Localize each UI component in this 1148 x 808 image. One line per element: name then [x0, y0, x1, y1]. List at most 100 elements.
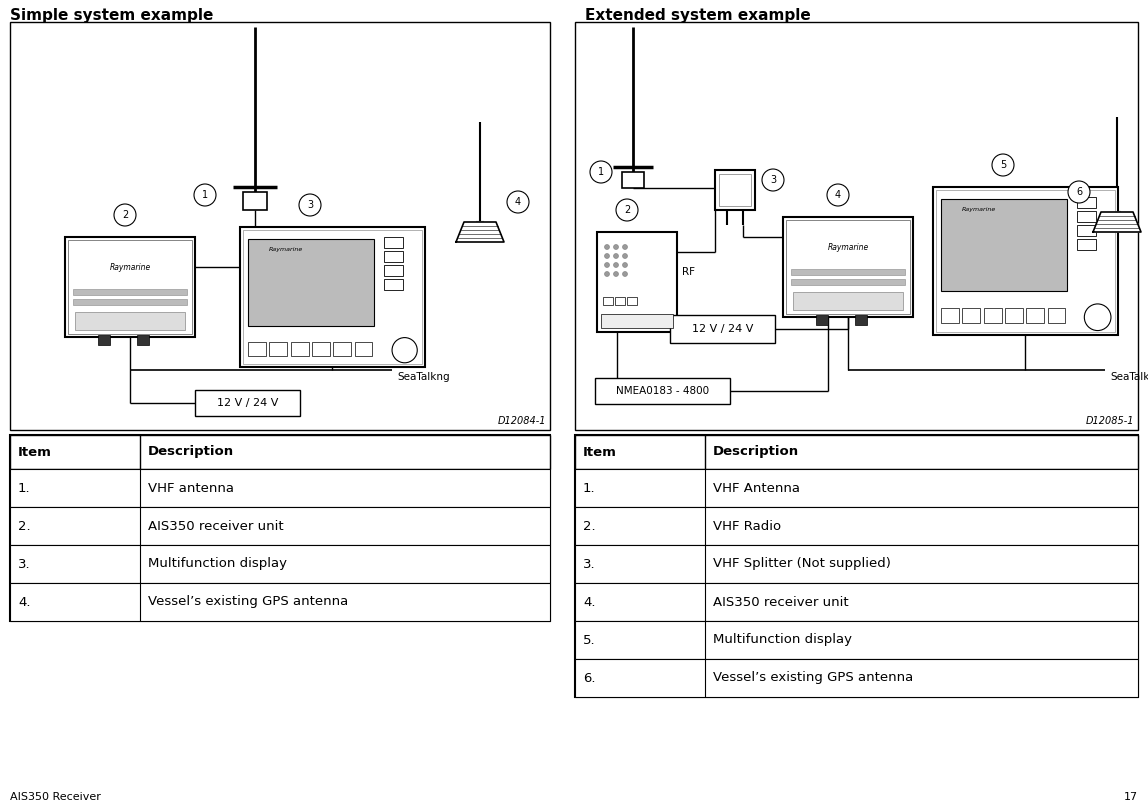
Circle shape: [613, 254, 619, 259]
Text: 1.: 1.: [18, 482, 31, 494]
Bar: [786, 220, 910, 314]
Bar: [816, 315, 828, 325]
Circle shape: [194, 184, 216, 206]
Text: 3.: 3.: [18, 558, 31, 570]
Circle shape: [622, 254, 628, 259]
Bar: [622, 172, 644, 188]
Bar: [575, 621, 1138, 659]
Text: D12084-1: D12084-1: [497, 416, 546, 426]
Bar: [333, 342, 351, 356]
Text: Multifunction display: Multifunction display: [148, 558, 287, 570]
Text: VHF antenna: VHF antenna: [148, 482, 234, 494]
Bar: [791, 279, 905, 285]
Bar: [575, 545, 1138, 583]
Polygon shape: [456, 222, 504, 242]
Circle shape: [605, 263, 610, 267]
Bar: [1047, 309, 1065, 323]
Bar: [715, 170, 755, 210]
Text: Raymarine: Raymarine: [962, 207, 995, 212]
Bar: [73, 299, 187, 305]
Text: VHF Antenna: VHF Antenna: [713, 482, 800, 494]
Circle shape: [613, 263, 619, 267]
Bar: [385, 279, 403, 290]
Bar: [575, 583, 1138, 621]
Text: 4.: 4.: [583, 595, 596, 608]
Text: Raymarine: Raymarine: [109, 263, 150, 271]
Text: Description: Description: [148, 445, 234, 458]
Text: 6.: 6.: [583, 671, 596, 684]
Circle shape: [613, 271, 619, 276]
Bar: [602, 314, 673, 328]
Bar: [1077, 197, 1096, 208]
Text: NMEA0183 - 4800: NMEA0183 - 4800: [616, 386, 709, 396]
Circle shape: [762, 169, 784, 191]
Bar: [575, 507, 1138, 545]
Circle shape: [622, 245, 628, 250]
Bar: [243, 192, 267, 210]
Text: 5.: 5.: [583, 633, 596, 646]
Text: 5: 5: [1000, 160, 1006, 170]
Bar: [575, 435, 1138, 469]
Circle shape: [622, 271, 628, 276]
Bar: [137, 335, 149, 345]
Text: SeaTalkng: SeaTalkng: [1110, 372, 1148, 382]
Circle shape: [507, 191, 529, 213]
Bar: [793, 292, 903, 310]
Bar: [1004, 309, 1023, 323]
Text: 1: 1: [202, 190, 208, 200]
Bar: [615, 297, 625, 305]
Bar: [10, 583, 550, 621]
Circle shape: [827, 184, 850, 206]
Text: AIS350 receiver unit: AIS350 receiver unit: [148, 520, 284, 532]
Bar: [98, 335, 110, 345]
Text: 17: 17: [1124, 792, 1138, 802]
Text: D12085-1: D12085-1: [1086, 416, 1134, 426]
Circle shape: [605, 254, 610, 259]
Text: 12 V / 24 V: 12 V / 24 V: [217, 398, 278, 408]
Text: Item: Item: [583, 445, 616, 458]
Bar: [936, 190, 1115, 332]
Circle shape: [622, 263, 628, 267]
Circle shape: [605, 245, 610, 250]
Circle shape: [114, 204, 135, 226]
Circle shape: [590, 161, 612, 183]
Text: 4: 4: [515, 197, 521, 207]
Circle shape: [1068, 181, 1089, 203]
Text: 3.: 3.: [583, 558, 596, 570]
Bar: [75, 312, 185, 330]
Bar: [855, 315, 867, 325]
Circle shape: [613, 245, 619, 250]
Bar: [355, 342, 372, 356]
Text: AIS350 Receiver: AIS350 Receiver: [10, 792, 101, 802]
Bar: [575, 659, 1138, 697]
Bar: [248, 239, 374, 326]
Bar: [984, 309, 1001, 323]
Bar: [603, 297, 613, 305]
Bar: [73, 289, 187, 295]
Polygon shape: [1093, 212, 1141, 232]
Text: 1.: 1.: [583, 482, 596, 494]
Text: 1: 1: [598, 167, 604, 177]
Circle shape: [393, 338, 417, 363]
Circle shape: [298, 194, 321, 216]
Bar: [719, 174, 751, 206]
Text: Raymarine: Raymarine: [828, 242, 869, 251]
Bar: [627, 297, 637, 305]
Bar: [783, 217, 913, 317]
Text: AIS350 receiver unit: AIS350 receiver unit: [713, 595, 848, 608]
Text: VHF Splitter (Not supplied): VHF Splitter (Not supplied): [713, 558, 891, 570]
Bar: [1026, 309, 1045, 323]
Text: RF: RF: [682, 267, 695, 277]
Bar: [312, 342, 329, 356]
Text: 6: 6: [1076, 187, 1083, 197]
Bar: [240, 227, 425, 367]
Bar: [941, 309, 959, 323]
Circle shape: [1085, 304, 1111, 330]
Bar: [248, 342, 266, 356]
Bar: [595, 378, 730, 404]
Bar: [10, 545, 550, 583]
Text: Simple system example: Simple system example: [10, 8, 214, 23]
Text: 3: 3: [770, 175, 776, 185]
Bar: [670, 315, 775, 343]
Bar: [1077, 211, 1096, 222]
